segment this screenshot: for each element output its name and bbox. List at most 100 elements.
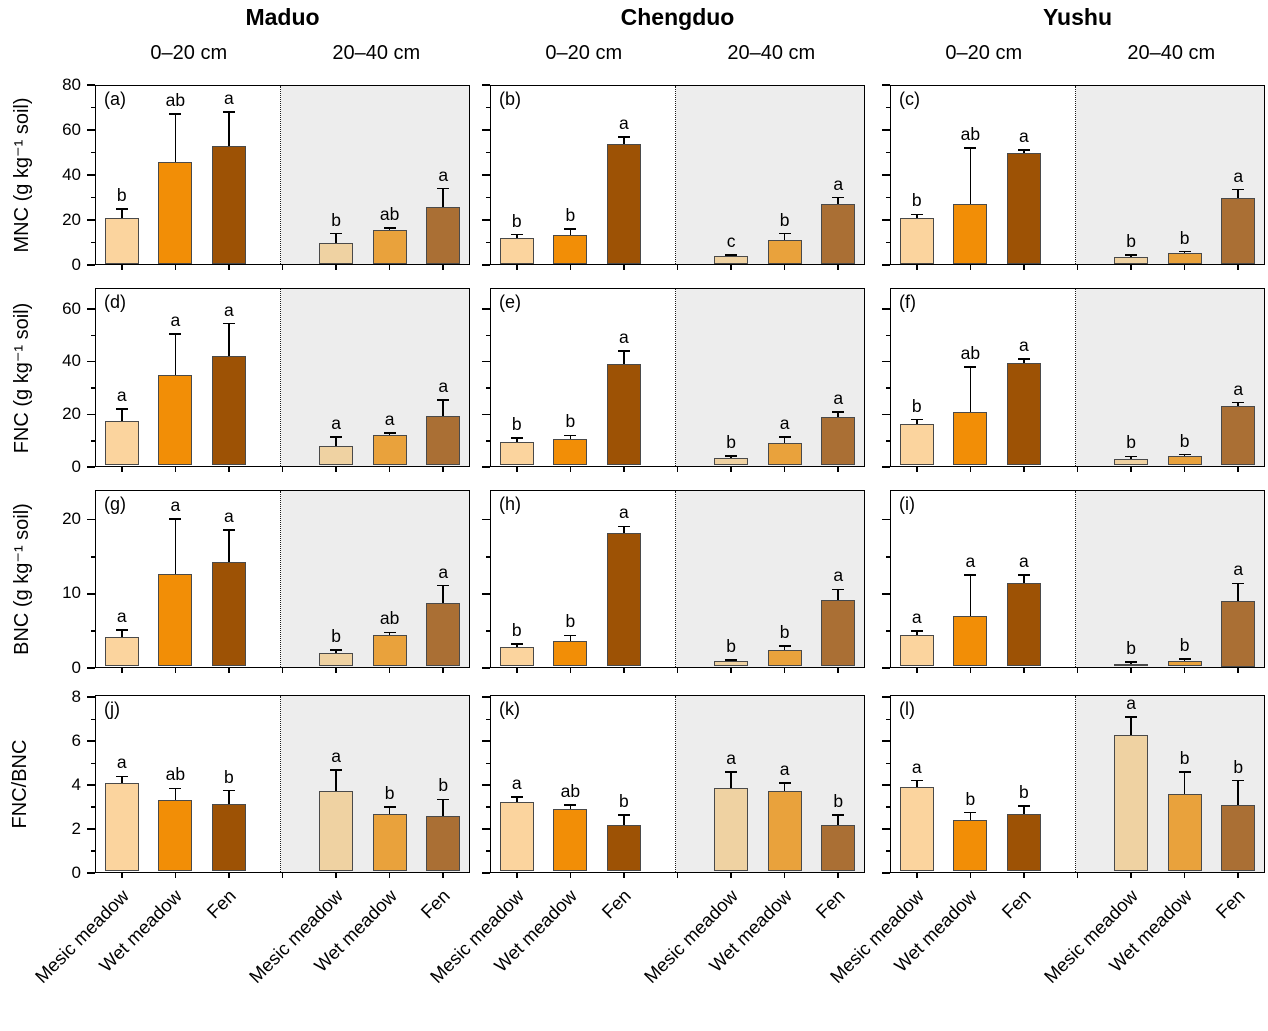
y-tick-label: 8 (71, 686, 81, 706)
bar (319, 653, 354, 667)
y-tick-label: 0 (71, 862, 81, 882)
bar (426, 815, 461, 872)
bar (899, 423, 934, 466)
error-bar-cap (222, 111, 235, 113)
x-tick (1076, 668, 1079, 673)
error-bar-stem (730, 771, 732, 789)
depth-divider (280, 86, 281, 264)
error-bar-cap (1125, 254, 1138, 256)
x-tick (783, 668, 786, 673)
x-tick (569, 668, 572, 673)
error-bar-stem (1023, 805, 1025, 814)
sig-letter: a (833, 387, 844, 408)
error-bar-cap (437, 399, 450, 401)
error-bar-cap (1178, 453, 1191, 456)
error-bar-cap (832, 588, 845, 591)
error-bar-stem (915, 630, 918, 636)
panel-frame: (f) (890, 288, 1265, 467)
y-tick-label: 40 (62, 351, 81, 371)
bar (426, 206, 461, 264)
error-bar-stem (442, 188, 444, 207)
x-tick (783, 873, 786, 878)
x-tick (281, 873, 284, 878)
bar (1167, 793, 1202, 872)
bar (714, 256, 749, 264)
y-minor-tick (885, 106, 890, 109)
bar (104, 636, 139, 667)
x-tick (1237, 873, 1239, 878)
sig-letter: b (384, 783, 395, 804)
sig-letter: a (833, 173, 844, 194)
y-major-tick (482, 264, 490, 266)
error-bar-cap (510, 437, 523, 439)
y-minor-tick (485, 556, 490, 558)
sig-letter: a (911, 606, 922, 627)
y-major-tick (482, 667, 490, 669)
error-bar-cap (1125, 716, 1138, 718)
bar (1221, 601, 1256, 667)
error-bar-stem (442, 799, 444, 816)
bar (606, 364, 641, 466)
y-tick-label: 6 (71, 730, 81, 750)
error-bar-stem (228, 530, 230, 562)
y-major-tick (882, 466, 890, 468)
depth-header: 20–40 cm (332, 42, 421, 64)
x-tick (730, 467, 732, 472)
bar (319, 445, 354, 466)
x-tick (281, 265, 284, 270)
y-major-tick (882, 740, 890, 742)
y-major-tick (482, 740, 490, 742)
y-major-tick (882, 360, 890, 363)
x-tick (569, 265, 572, 270)
error-bar-cap (437, 798, 450, 801)
sig-letter: b (565, 205, 576, 225)
x-tick (121, 668, 123, 673)
y-major-tick (482, 219, 490, 221)
x-tick (516, 467, 518, 472)
sig-letter: b (1179, 227, 1190, 248)
error-bar-stem (837, 589, 839, 600)
panel-frame: (i) (890, 490, 1265, 668)
bar (553, 439, 588, 466)
sig-letter: a (726, 747, 736, 768)
x-tick (442, 873, 444, 878)
bar (1221, 197, 1256, 264)
x-tick (174, 467, 177, 472)
bar (767, 240, 802, 264)
bar (499, 647, 534, 667)
y-tick-label: 40 (62, 164, 81, 184)
y-major-tick (482, 518, 490, 521)
sig-letter: a (1233, 165, 1244, 186)
error-bar-cap (1178, 250, 1191, 253)
bar (372, 813, 407, 872)
y-major-tick (482, 696, 490, 698)
x-tick (281, 668, 284, 673)
error-bar-stem (1237, 402, 1239, 407)
y-minor-tick (885, 850, 890, 852)
panel-letter: (e) (499, 292, 521, 312)
y-major-tick (87, 219, 95, 221)
sig-letter: b (511, 414, 522, 435)
bar (1006, 813, 1041, 872)
x-tick (676, 668, 679, 673)
error-bar-stem (730, 455, 732, 458)
error-bar-cap (330, 435, 343, 438)
sig-letter: b (726, 431, 736, 452)
sig-letter: a (170, 494, 181, 515)
sig-letter: a (911, 756, 922, 777)
x-tick (1076, 873, 1079, 878)
panel-frame: (e) (490, 288, 865, 467)
sig-letter: b (726, 635, 736, 656)
x-tick (1183, 668, 1186, 673)
error-bar-stem (335, 233, 337, 243)
x-tick (388, 668, 391, 673)
y-major-tick (882, 593, 890, 595)
bar (606, 533, 641, 667)
y-minor-tick (885, 440, 890, 442)
x-tick (1130, 265, 1132, 270)
error-bar-stem (969, 366, 972, 412)
y-minor-tick (885, 630, 890, 632)
bar (714, 661, 749, 667)
bar (821, 824, 856, 872)
